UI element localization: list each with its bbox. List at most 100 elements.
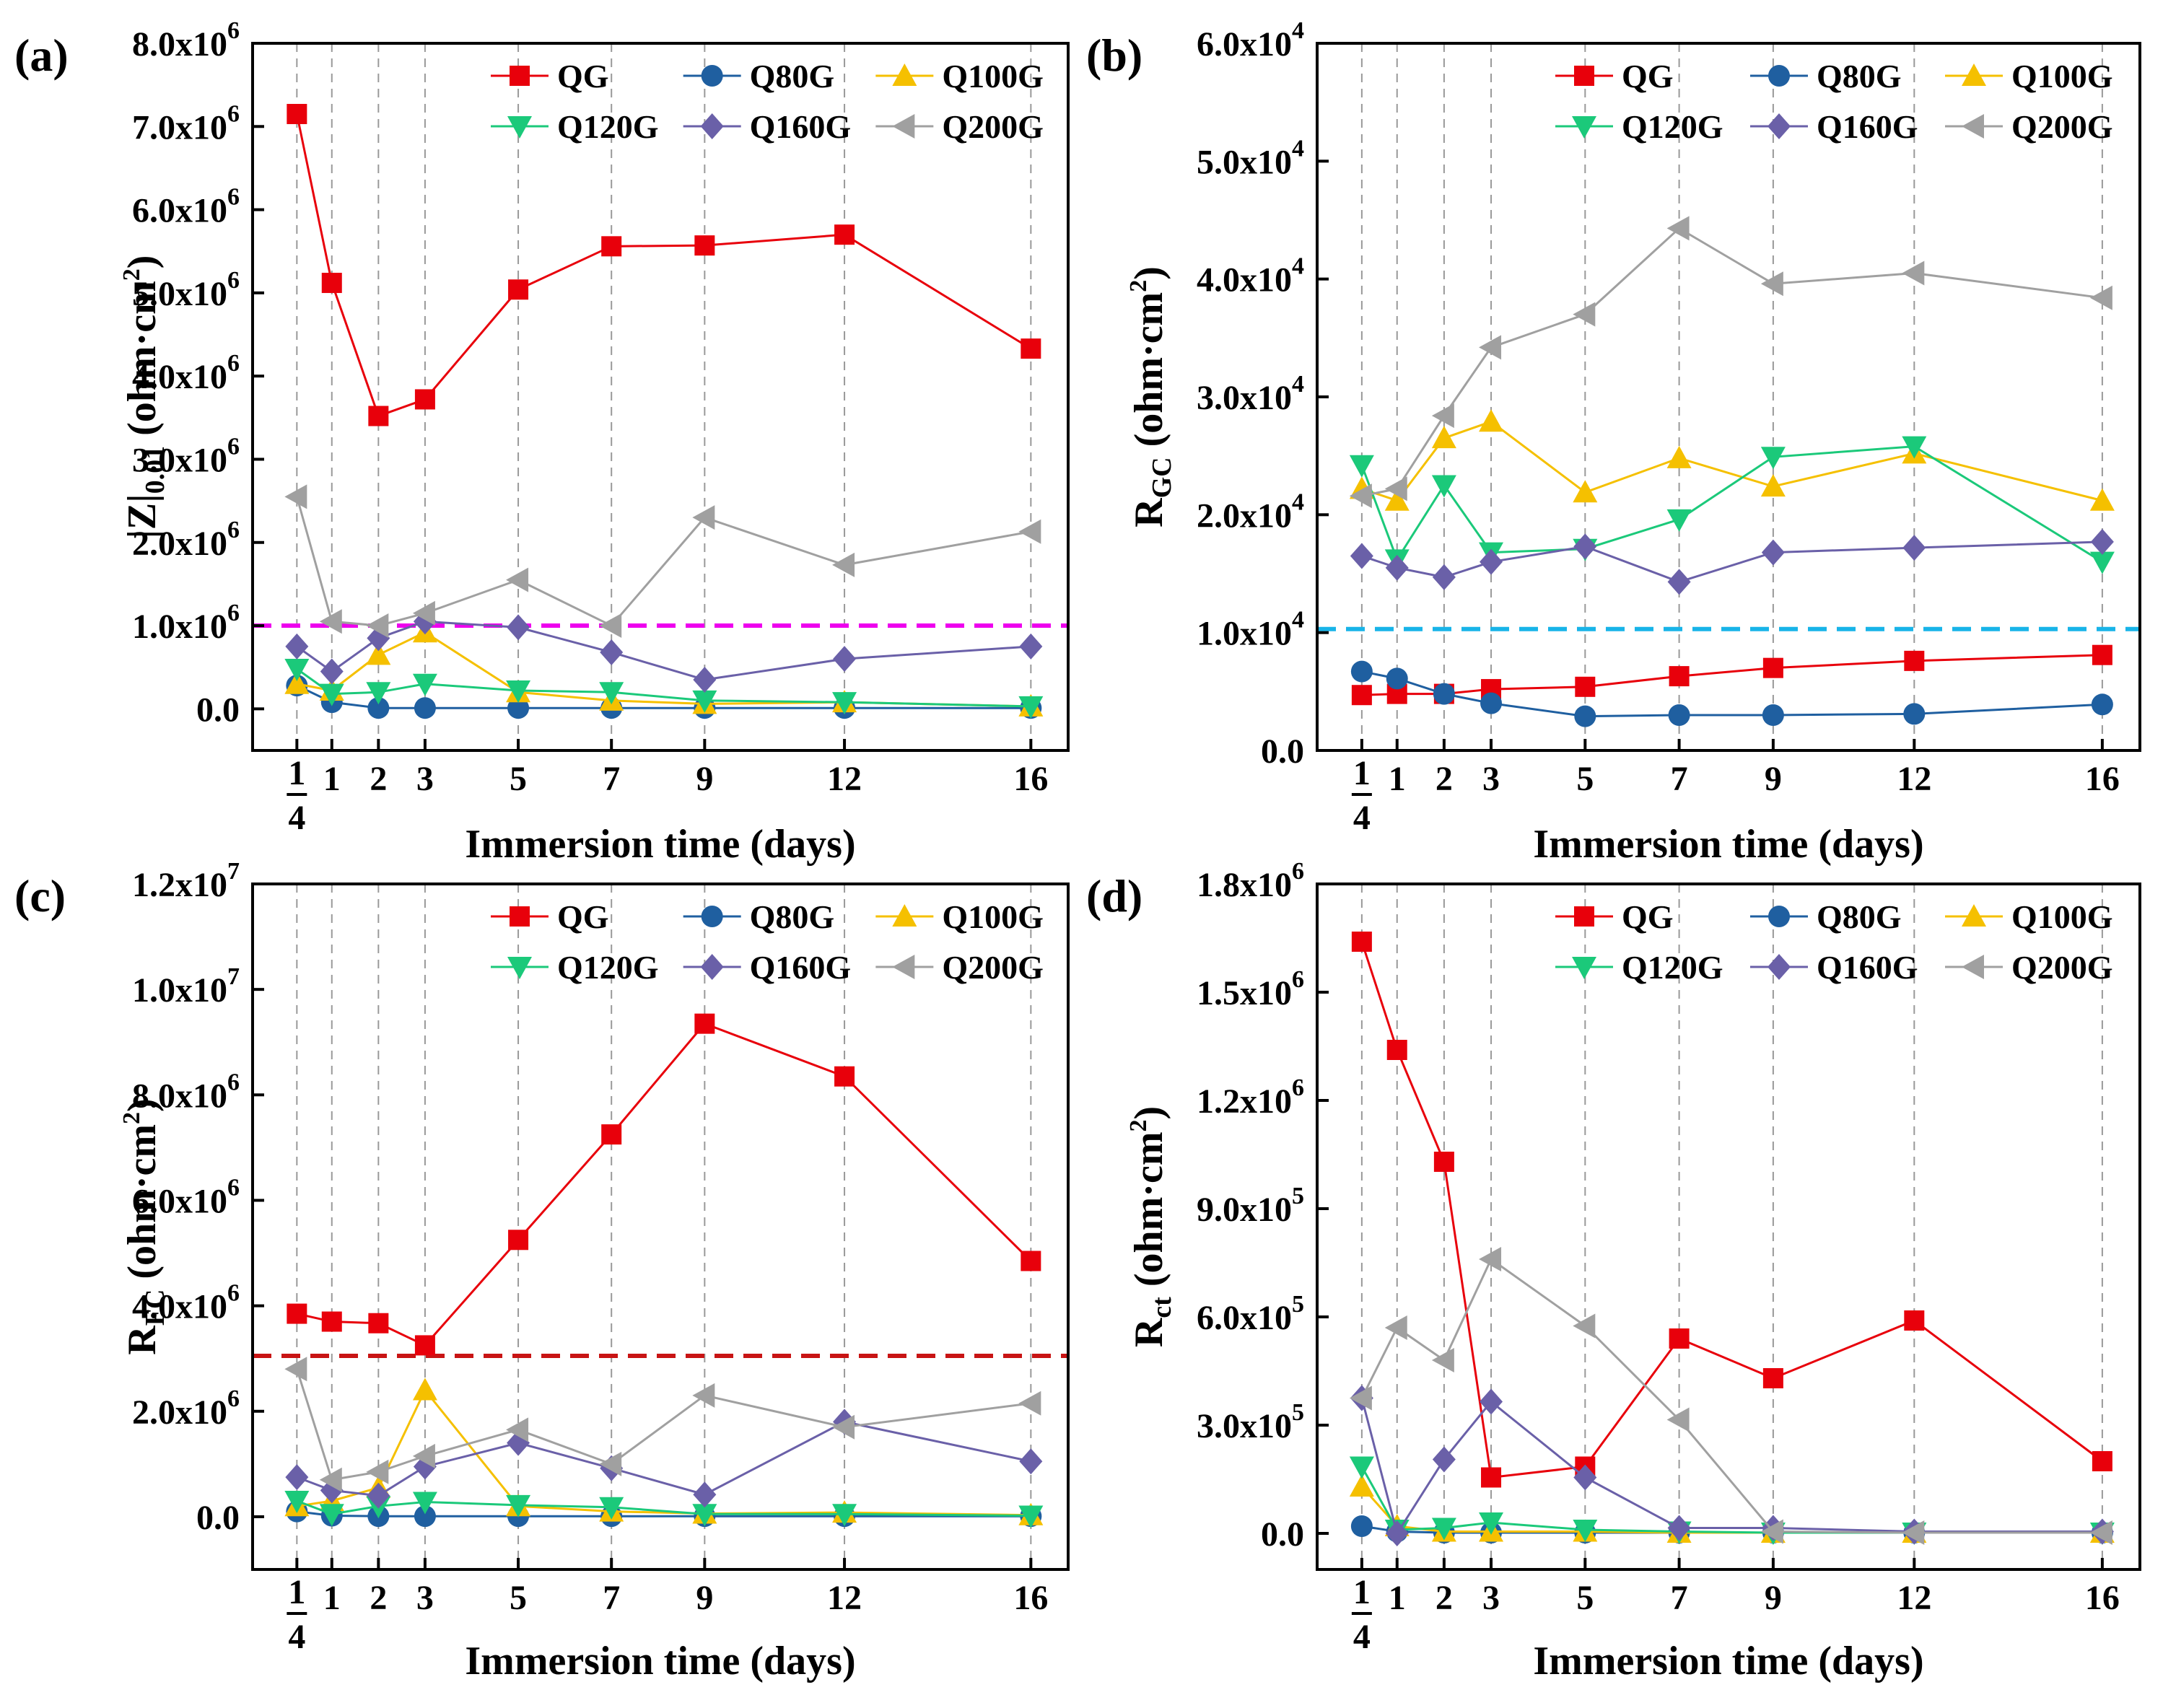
y-axis-label-sub: ct [1147,1297,1177,1318]
legend-marker [701,65,723,87]
xtick-quarter-denominator: 4 [288,799,305,837]
x-axis-label: Immersion time (days) [1533,822,1923,867]
xtick-label: 12 [1897,1579,1931,1617]
point-QG [1904,650,1925,671]
y-axis-label-sup: 2 [1125,1120,1152,1132]
xtick-label: 3 [1482,1579,1500,1617]
point-QG [1762,1368,1783,1388]
xtick-label: 7 [603,1579,620,1617]
point-Q120G [1349,1456,1374,1479]
point-Q200G [1902,260,1925,286]
point-Q100G [1573,480,1598,503]
point-Q120G [319,1504,344,1527]
point-Q160G [1761,539,1785,566]
point-Q80G [1350,660,1373,683]
ytick-mantissa: 1.8x10 [1197,866,1292,904]
ytick-label: 1.0x104 [1197,607,1304,653]
point-Q100G [284,671,310,694]
xtick-label: 2 [370,1579,387,1617]
ytick-mantissa: 0.0 [1261,732,1304,771]
ytick-mantissa: 1.5x10 [1197,974,1292,1012]
point-QG [414,1335,435,1356]
point-Q200G [1666,1407,1690,1432]
point-QG [1669,1328,1690,1349]
xtick-quarter-numerator: 1 [1353,1573,1371,1611]
legend-marker [1767,113,1791,139]
ytick-mantissa: 0.0 [1261,1515,1304,1554]
point-Q100G [1479,409,1504,432]
point-Q200G [1431,403,1454,429]
ytick-exponent: 4 [1292,253,1304,280]
ytick-label: 2.0x106 [132,517,240,563]
point-Q200G [412,600,435,626]
legend-marker [1574,906,1594,927]
point-QG [834,224,855,245]
point-Q80G [1574,705,1596,727]
ytick-exponent: 4 [1292,17,1304,44]
point-Q200G [1573,302,1596,327]
xtick-label: 2 [1436,760,1453,798]
point-Q200G [1902,1520,1925,1545]
ytick-label: 3.0x105 [1197,1399,1304,1445]
legend-label-Q160G: Q160G [1817,949,1918,986]
legend-marker [1572,957,1596,979]
point-Q160G [320,1477,344,1504]
point-Q200G [1479,1247,1502,1271]
y-axis-label-close: ) [1127,1106,1171,1120]
point-Q100G [1760,474,1786,497]
point-Q160G [2090,528,2114,555]
legend-marker [1768,906,1790,927]
ytick-label: 1.5x106 [1197,966,1304,1012]
ytick-exponent: 7 [227,858,240,885]
ytick-mantissa: 8.0x10 [132,1077,227,1115]
point-Q200G [1479,335,1502,360]
point-Q160G [1573,533,1597,560]
panel-label: (b) [1086,30,1142,81]
point-Q120G [506,680,531,703]
point-Q120G [284,659,310,682]
xtick-label: 9 [1765,760,1782,798]
point-Q120G [832,1504,857,1527]
point-Q120G [1902,436,1927,459]
point-Q100G [412,1378,437,1401]
legend-marker [1572,116,1596,139]
xtick-label: 5 [1576,760,1594,798]
legend-marker [892,904,917,927]
ytick-label: 4.0x104 [1197,253,1304,299]
point-Q200G [1760,1519,1783,1544]
ytick-exponent: 6 [227,17,240,44]
series-line-Q160G [1360,1398,2102,1536]
legend-label-Q80G: Q80G [750,58,835,95]
ytick-exponent: 6 [227,517,240,543]
legend-label-Q100G: Q100G [2011,898,2113,935]
xtick-label: 12 [827,1579,862,1617]
ytick-label: 1.0x107 [132,963,240,1010]
ytick-label: 0.0 [196,1499,240,1537]
y-axis-label-main: R [1127,1318,1171,1347]
point-Q120G [1431,1518,1456,1541]
legend-label-Q200G: Q200G [942,949,1044,986]
point-Q200G [832,1414,855,1440]
point-Q200G [1018,1391,1041,1416]
point-Q160G [1432,1446,1456,1473]
legend-marker [1768,65,1790,87]
series-line-Q120G [296,667,1031,708]
point-Q200G [366,1459,389,1484]
series-line-Q100G [297,631,1031,708]
point-Q120G [599,682,624,705]
y-axis-label-unit: (ohm·cm [120,1124,165,1289]
ytick-mantissa: 0.0 [196,691,240,729]
xtick-label: 9 [1765,1579,1782,1617]
point-Q160G [1667,569,1691,595]
y-axis-label: RFC (ohm·cm2) [118,1098,170,1354]
point-Q80G [2091,693,2113,716]
y-axis-label-sup: 2 [1125,280,1152,292]
point-QG [1351,685,1372,706]
y-axis-label-sup: 2 [118,268,145,281]
legend-label-Q120G: Q120G [557,949,659,986]
point-Q80G [507,697,530,719]
point-Q80G [1668,704,1690,726]
panel-3: 0.02.0x1064.0x1066.0x1068.0x1061.0x1071.… [14,858,1070,1683]
legend-label-QG: QG [1622,58,1674,95]
